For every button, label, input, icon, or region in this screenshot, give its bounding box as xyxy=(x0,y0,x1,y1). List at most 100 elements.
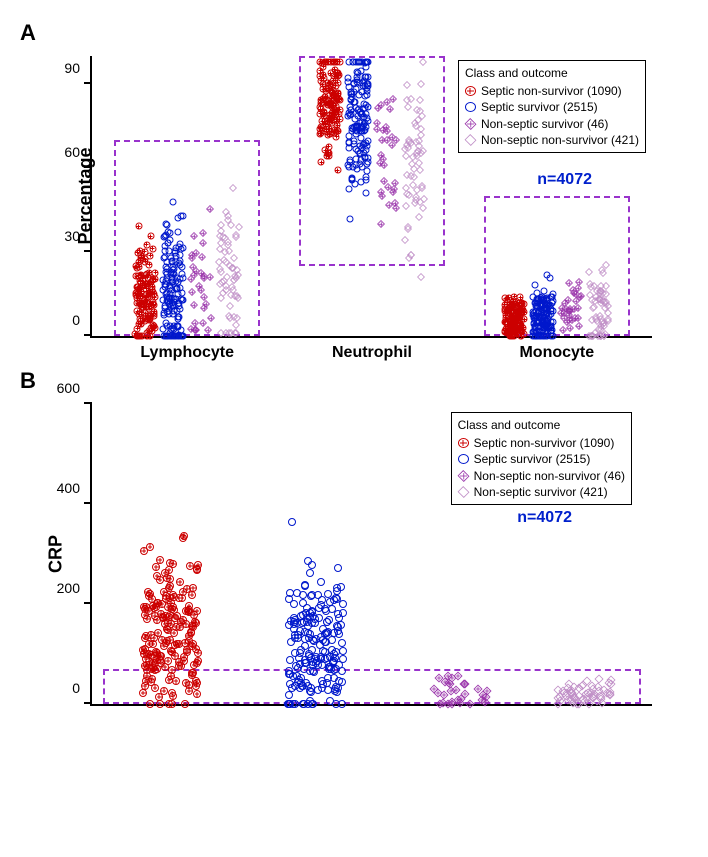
data-point xyxy=(200,230,207,237)
data-point xyxy=(315,614,323,622)
data-point xyxy=(318,596,326,604)
data-point xyxy=(532,282,539,289)
data-point xyxy=(189,584,197,592)
data-point xyxy=(392,204,399,211)
data-point xyxy=(290,600,298,608)
data-point xyxy=(220,289,227,296)
data-point xyxy=(575,279,582,286)
data-point xyxy=(363,88,370,95)
data-point xyxy=(135,223,142,230)
data-point xyxy=(193,679,201,687)
data-point xyxy=(406,191,413,198)
data-point xyxy=(203,301,210,308)
data-point xyxy=(145,592,153,600)
data-point xyxy=(413,123,420,130)
data-point xyxy=(173,640,181,648)
data-point xyxy=(308,561,316,569)
data-point xyxy=(333,584,341,592)
data-point xyxy=(417,96,424,103)
data-point xyxy=(414,106,421,113)
data-point xyxy=(291,634,299,642)
panel-label-a: A xyxy=(20,20,688,46)
data-point xyxy=(179,534,187,542)
data-point xyxy=(225,313,232,320)
data-point xyxy=(176,305,183,312)
data-point xyxy=(338,667,346,675)
data-point xyxy=(348,175,355,182)
data-point xyxy=(178,246,185,253)
data-point xyxy=(149,602,157,610)
data-point xyxy=(143,650,151,658)
data-point xyxy=(323,58,330,65)
chart-b-n: n=4072 xyxy=(517,509,572,527)
data-point xyxy=(230,185,237,192)
data-point xyxy=(227,221,234,228)
data-point xyxy=(194,657,202,665)
data-point xyxy=(151,684,159,692)
data-point xyxy=(171,614,179,622)
data-point xyxy=(227,303,234,310)
data-point xyxy=(326,118,333,125)
data-point xyxy=(599,270,606,277)
data-point xyxy=(176,578,184,586)
legend-label: Non-septic survivor (421) xyxy=(474,484,608,500)
data-point xyxy=(286,656,294,664)
chart-a-legend: Class and outcomeSeptic non-survivor (10… xyxy=(458,60,646,153)
legend-item: Septic survivor (2515) xyxy=(458,451,625,467)
data-point xyxy=(597,333,604,340)
data-point xyxy=(285,691,293,699)
data-point xyxy=(501,301,508,308)
xtick-label: Monocyte xyxy=(519,336,594,362)
legend-label: Septic survivor (2515) xyxy=(481,99,598,115)
chart-a-plot: Percentage Class and outcomeSeptic non-s… xyxy=(90,56,652,338)
data-point xyxy=(402,237,409,244)
data-point xyxy=(289,700,297,708)
data-point xyxy=(191,233,198,240)
data-point xyxy=(169,324,176,331)
data-point xyxy=(191,618,199,626)
data-point xyxy=(541,287,548,294)
data-point xyxy=(418,81,425,88)
data-point xyxy=(164,222,171,229)
data-point xyxy=(461,690,469,698)
data-point xyxy=(181,700,189,708)
data-point xyxy=(336,116,343,123)
ytick-label: 30 xyxy=(64,228,92,244)
legend-item: Non-septic survivor (46) xyxy=(465,116,639,132)
data-point xyxy=(153,572,161,580)
data-point xyxy=(217,281,224,288)
data-point xyxy=(454,672,462,680)
data-point xyxy=(347,96,354,103)
data-point xyxy=(156,700,164,708)
data-point xyxy=(200,319,207,326)
data-point xyxy=(179,263,186,270)
data-point xyxy=(586,269,593,276)
data-point xyxy=(416,159,423,166)
legend-label: Septic survivor (2515) xyxy=(474,451,591,467)
data-point xyxy=(185,608,193,616)
data-point xyxy=(304,629,312,637)
data-point xyxy=(317,73,324,80)
data-point xyxy=(294,664,302,672)
data-point xyxy=(603,689,611,697)
data-point xyxy=(161,663,169,671)
data-point xyxy=(590,303,597,310)
data-point xyxy=(334,623,342,631)
data-point xyxy=(225,212,232,219)
data-point xyxy=(288,518,296,526)
data-point xyxy=(407,173,414,180)
data-point xyxy=(163,231,170,238)
data-point xyxy=(511,317,518,324)
data-point xyxy=(417,273,424,280)
data-point xyxy=(338,639,346,647)
ytick-label: 0 xyxy=(72,312,92,328)
data-point xyxy=(345,75,352,82)
data-point xyxy=(233,292,240,299)
data-point xyxy=(554,700,562,708)
data-point xyxy=(346,216,353,223)
data-point xyxy=(162,280,169,287)
data-point xyxy=(354,113,361,120)
chart-b-wrap: CRP Class and outcomeSeptic non-survivor… xyxy=(90,404,688,706)
ytick-label: 200 xyxy=(57,580,92,596)
data-point xyxy=(346,139,353,146)
